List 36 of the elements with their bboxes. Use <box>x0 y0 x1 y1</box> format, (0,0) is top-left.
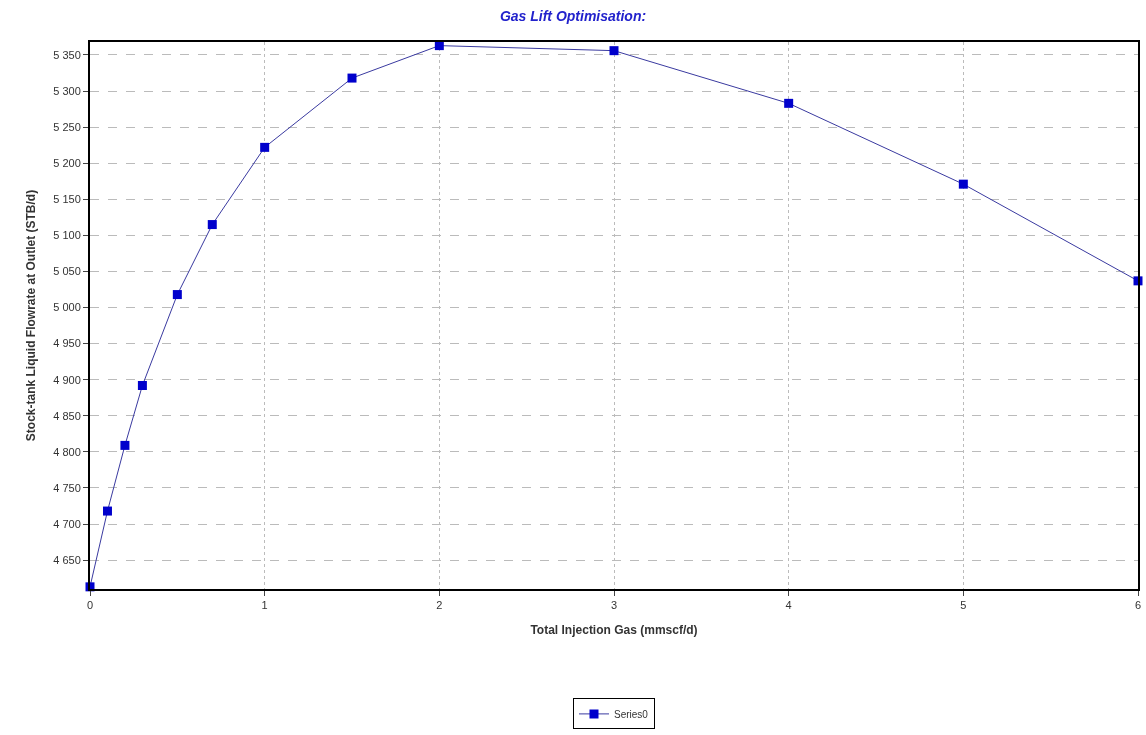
point <box>120 440 130 450</box>
point <box>207 220 217 230</box>
y-tick-label: 5 350 <box>53 48 81 61</box>
x-tick-label: 0 <box>86 599 94 612</box>
y-tick-label: 4 950 <box>53 337 81 350</box>
x-tick-label: 5 <box>960 599 967 612</box>
x-tick-label: 2 <box>436 599 443 612</box>
y-axis-title: Stock-tank Liquid Flowrate at Outlet (STB/d) <box>24 189 39 442</box>
point <box>260 142 270 152</box>
point <box>784 98 794 108</box>
y-tick-label: 5 000 <box>53 301 81 314</box>
y-tick-label: 5 200 <box>53 157 81 170</box>
y-tick-label: 4 650 <box>53 553 81 566</box>
legend-label: Series0 <box>614 708 649 720</box>
y-tick-label: 5 100 <box>53 229 81 242</box>
point <box>172 290 182 300</box>
point <box>347 73 357 83</box>
point <box>958 179 968 189</box>
x-tick-label: 6 <box>1134 599 1142 612</box>
x-tick-label: 4 <box>785 599 792 612</box>
y-tick-label: 5 300 <box>53 84 81 97</box>
y-tick-label: 4 900 <box>53 373 81 386</box>
y-tick-label: 5 250 <box>53 121 81 133</box>
point <box>609 46 619 56</box>
point <box>137 381 147 390</box>
y-tick-label: 4 700 <box>53 517 81 530</box>
chart-title: Gas Lift Optimisation: <box>499 7 647 24</box>
x-tick-label: 1 <box>261 599 268 612</box>
x-axis-title: Total Injection Gas (mmscf/d) <box>530 622 698 637</box>
y-tick-label: 5 050 <box>53 265 81 278</box>
point <box>102 506 112 516</box>
y-tick-label: 4 800 <box>53 445 81 458</box>
x-tick-label: 3 <box>610 599 618 612</box>
y-tick-label: 4 850 <box>53 409 81 422</box>
y-tick-label: 5 150 <box>53 193 81 206</box>
y-tick-label: 4 750 <box>53 481 81 494</box>
